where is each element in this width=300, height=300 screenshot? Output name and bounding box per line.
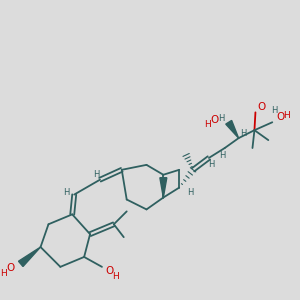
- Text: H: H: [283, 111, 290, 120]
- Text: O: O: [7, 263, 15, 273]
- Text: H: H: [63, 188, 70, 197]
- Text: H: H: [218, 114, 225, 123]
- Polygon shape: [19, 247, 40, 266]
- Text: O: O: [105, 266, 113, 276]
- Text: H: H: [271, 106, 278, 115]
- Text: H: H: [240, 129, 247, 138]
- Text: O: O: [257, 102, 266, 112]
- Text: H: H: [93, 170, 99, 179]
- Polygon shape: [226, 120, 239, 138]
- Text: H: H: [220, 152, 226, 160]
- Text: H: H: [187, 188, 194, 197]
- Text: O: O: [276, 112, 284, 122]
- Text: H: H: [112, 272, 119, 281]
- Text: H: H: [208, 160, 214, 169]
- Polygon shape: [160, 178, 167, 197]
- Text: H: H: [204, 120, 211, 129]
- Text: O: O: [211, 115, 219, 125]
- Text: H: H: [0, 269, 7, 278]
